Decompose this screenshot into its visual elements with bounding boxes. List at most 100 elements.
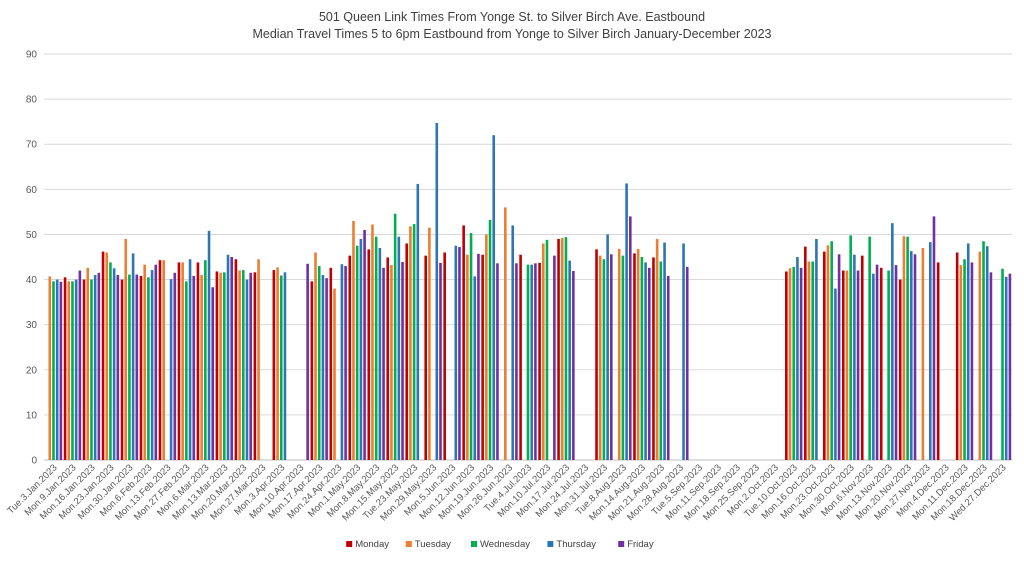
y-tick-label: 80: [26, 95, 38, 106]
bar-friday: [382, 267, 385, 460]
legend-label-tuesday: Tuesday: [415, 539, 451, 550]
bar-wednesday: [849, 235, 852, 460]
bar-monday: [822, 251, 826, 460]
chart-subtitle: Median Travel Times 5 to 6pm Eastbound f…: [252, 27, 771, 41]
bar-tuesday: [807, 261, 811, 460]
bar-monday: [139, 275, 143, 460]
bar-wednesday: [602, 259, 606, 460]
bar-wednesday: [982, 241, 985, 460]
legend-label-monday: Monday: [355, 539, 389, 550]
bar-friday: [799, 267, 803, 460]
bar-wednesday: [906, 236, 909, 460]
bar-tuesday: [788, 268, 792, 460]
bar-wednesday: [109, 262, 112, 460]
bar-thursday: [928, 242, 932, 460]
bar-wednesday: [830, 241, 833, 460]
bar-wednesday: [792, 266, 796, 460]
bar-wednesday: [204, 260, 207, 460]
legend-label-friday: Friday: [627, 539, 654, 550]
bar-wednesday: [1001, 268, 1004, 460]
y-tick-label: 60: [26, 185, 38, 196]
legend-label-thursday: Thursday: [556, 539, 596, 550]
bar-friday: [230, 257, 234, 460]
bar-wednesday: [887, 270, 890, 460]
y-tick-label: 50: [26, 230, 38, 241]
bar-tuesday: [845, 270, 849, 460]
bar-monday: [633, 253, 636, 460]
legend: Monday Tuesday Wednesday Thursday Friday: [346, 539, 654, 550]
bar-tuesday: [200, 275, 203, 460]
bar-friday: [192, 275, 196, 460]
bar-wednesday: [412, 224, 416, 460]
bar-friday: [211, 287, 215, 460]
bar-wednesday: [621, 255, 625, 460]
bar-tuesday: [143, 264, 146, 460]
bar-monday: [481, 254, 484, 460]
bar-monday: [386, 257, 390, 460]
y-tick-label: 10: [26, 410, 38, 421]
bar-tuesday: [257, 259, 260, 460]
y-axis-ticks: 0 10 20 30 40 50 60 70 80 90: [26, 50, 38, 467]
bar-tuesday: [105, 252, 109, 460]
bar-friday: [78, 270, 82, 460]
bar-wednesday: [811, 261, 815, 460]
legend-swatch-friday: [618, 541, 625, 547]
bar-wednesday: [488, 220, 492, 460]
bar-wednesday: [640, 257, 644, 460]
bar-thursday: [340, 264, 344, 460]
bar-thursday: [796, 257, 799, 460]
bar-friday: [97, 272, 101, 460]
legend-label-wednesday: Wednesday: [480, 539, 530, 550]
bar-tuesday: [371, 224, 374, 460]
bar-friday: [572, 270, 575, 460]
bar-thursday: [416, 183, 420, 461]
bar-thursday: [1004, 276, 1008, 460]
bar-friday: [515, 263, 518, 460]
bar-friday: [325, 278, 328, 460]
y-tick-label: 40: [26, 275, 38, 286]
bar-tuesday: [86, 267, 90, 460]
bar-thursday: [378, 247, 382, 460]
legend-swatch-monday: [346, 541, 353, 547]
bar-friday: [173, 272, 177, 460]
bar-wednesday: [868, 236, 871, 460]
bar-wednesday: [90, 279, 93, 460]
bar-monday: [272, 270, 276, 460]
bar-tuesday: [504, 207, 507, 460]
bar-monday: [82, 279, 86, 460]
bar-friday: [477, 253, 480, 460]
bar-tuesday: [48, 276, 52, 460]
bar-tuesday: [978, 251, 982, 460]
bars: [48, 123, 1012, 461]
bar-tuesday: [409, 226, 412, 460]
bar-friday: [989, 272, 993, 460]
bar-tuesday: [219, 272, 222, 460]
bar-tuesday: [541, 243, 545, 460]
bar-tuesday: [314, 252, 317, 460]
bar-monday: [196, 262, 200, 460]
bar-monday: [785, 271, 788, 460]
bar-thursday: [568, 260, 571, 460]
bar-wednesday: [374, 236, 378, 460]
bar-tuesday: [124, 238, 128, 460]
bar-friday: [970, 262, 974, 460]
bar-tuesday: [390, 265, 393, 460]
bar-thursday: [435, 123, 439, 461]
chart-title: 501 Queen Link Times From Yonge St. to S…: [319, 10, 705, 24]
bar-thursday: [283, 272, 287, 460]
bar-monday: [936, 262, 940, 460]
bar-tuesday: [238, 270, 241, 460]
bar-wednesday: [564, 237, 568, 460]
bar-friday: [685, 266, 689, 460]
bar-monday: [898, 279, 902, 460]
bar-monday: [595, 249, 598, 460]
bar-tuesday: [959, 265, 963, 460]
bar-monday: [804, 246, 807, 460]
bar-thursday: [511, 225, 515, 460]
x-axis-ticks: Tue.3.Jan.2023Mon.9.Jan.2023Mon.16.Jan.2…: [5, 462, 1008, 523]
bar-wednesday: [469, 233, 473, 460]
bar-thursday: [359, 238, 363, 460]
bar-thursday: [663, 242, 666, 460]
bar-monday: [329, 267, 333, 460]
bar-friday: [363, 229, 366, 460]
